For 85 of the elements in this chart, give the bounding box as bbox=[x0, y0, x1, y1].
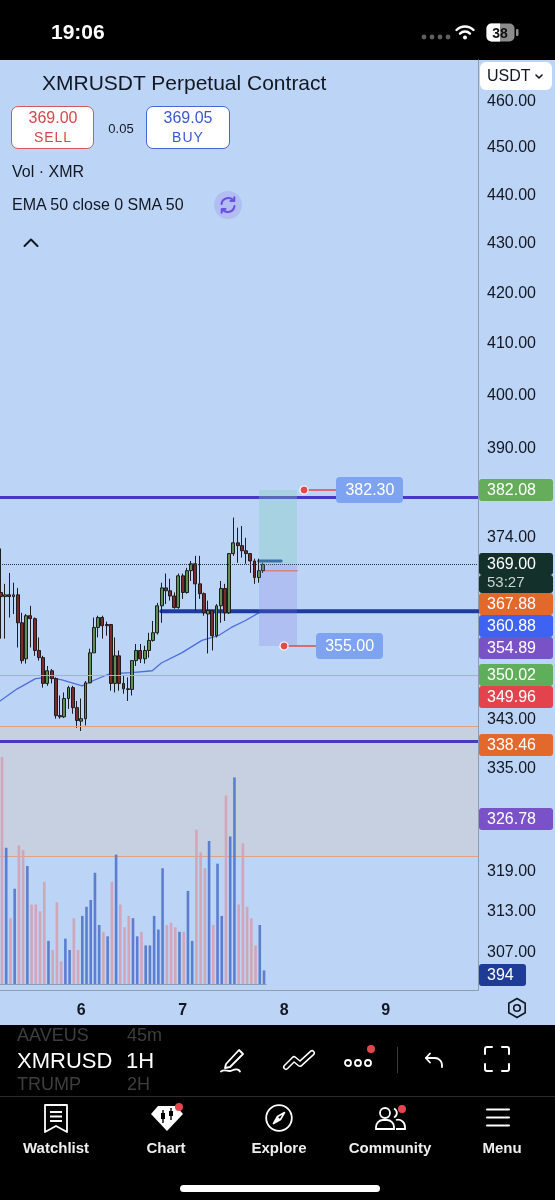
bar bbox=[118, 904, 122, 984]
annotation: 0.05 bbox=[108, 120, 134, 136]
candlestick bbox=[109, 623, 113, 692]
annotation: 355.00 bbox=[316, 632, 384, 659]
y-tick-label: 450.00 bbox=[487, 138, 537, 156]
text: Menu bbox=[482, 1138, 522, 1156]
bar bbox=[258, 924, 261, 984]
bar bbox=[135, 936, 139, 984]
bar bbox=[101, 931, 105, 984]
text: 45m bbox=[127, 1024, 163, 1046]
y-tick-label: 410.00 bbox=[487, 334, 537, 352]
bar bbox=[215, 863, 219, 984]
text: USDT bbox=[487, 67, 531, 85]
y-tick-label: 430.00 bbox=[487, 234, 537, 252]
annotation: BUY bbox=[172, 129, 204, 145]
y-tick-label: 343.00 bbox=[487, 709, 537, 727]
bar bbox=[89, 900, 92, 984]
text: 1H bbox=[126, 1047, 155, 1073]
text: 382.08 bbox=[479, 479, 553, 501]
bar bbox=[237, 904, 240, 984]
y-tick-label: 420.00 bbox=[487, 283, 537, 301]
annotation: SELL bbox=[33, 129, 73, 145]
text: 360.88 bbox=[479, 615, 553, 637]
text: TRUMP bbox=[17, 1073, 81, 1095]
bar bbox=[194, 829, 198, 984]
text: 367.88 bbox=[479, 593, 553, 615]
bar bbox=[29, 904, 33, 984]
bar bbox=[177, 931, 181, 984]
chart-title: Vol · XMR bbox=[12, 163, 85, 181]
y-tick-label: 374.00 bbox=[487, 527, 537, 545]
text: XMRUSDT Perpetual Contract bbox=[42, 71, 327, 95]
bar bbox=[13, 888, 16, 984]
bar bbox=[63, 938, 67, 984]
bar bbox=[25, 865, 29, 984]
bar bbox=[8, 918, 12, 984]
x-tick-label: 7 bbox=[178, 1000, 188, 1018]
y-tick-label: 307.00 bbox=[487, 942, 537, 960]
text: 338.46 bbox=[479, 734, 553, 756]
text: 354.89 bbox=[479, 637, 553, 659]
bar bbox=[182, 931, 185, 984]
x-tick-label: 9 bbox=[381, 1000, 391, 1018]
y-tick-label: 440.00 bbox=[487, 185, 537, 203]
text: Community bbox=[348, 1138, 432, 1156]
text: 38 bbox=[492, 24, 508, 41]
bar bbox=[46, 940, 50, 984]
bar bbox=[106, 936, 109, 984]
text: Chart bbox=[146, 1138, 186, 1156]
bar bbox=[4, 847, 8, 984]
candlestick bbox=[0, 547, 3, 640]
bar bbox=[139, 931, 143, 984]
bar bbox=[211, 924, 215, 984]
bar bbox=[34, 904, 37, 984]
text: 326.78 bbox=[479, 808, 553, 830]
bar bbox=[51, 949, 54, 984]
text: 394 bbox=[479, 964, 526, 986]
annotation: 369.00 bbox=[28, 109, 78, 127]
text: 369.00 bbox=[487, 555, 536, 572]
bar bbox=[232, 777, 236, 984]
bar bbox=[249, 918, 253, 984]
text: 53:27 bbox=[479, 573, 553, 593]
text: Watchlist bbox=[22, 1138, 90, 1156]
text: 349.96 bbox=[479, 686, 553, 708]
text: AAVEUS bbox=[17, 1024, 89, 1046]
y-tick-label: 313.00 bbox=[487, 902, 537, 920]
y-tick-label: 400.00 bbox=[487, 386, 537, 404]
text: 350.02 bbox=[479, 664, 553, 686]
annotation: 369.05 bbox=[163, 109, 213, 127]
text: 19:06 bbox=[51, 20, 105, 44]
annotation: EMA 50 close 0 SMA 50 bbox=[12, 196, 184, 214]
x-tick-label: 6 bbox=[76, 1000, 86, 1018]
y-tick-label: 319.00 bbox=[487, 862, 537, 880]
bar bbox=[144, 945, 147, 984]
bar bbox=[160, 868, 164, 984]
candlestick bbox=[257, 558, 261, 584]
y-tick-label: 390.00 bbox=[487, 439, 537, 457]
y-tick-label: 335.00 bbox=[487, 759, 537, 777]
bar bbox=[127, 915, 130, 984]
text: Explore bbox=[251, 1138, 307, 1156]
text: XMRUSD bbox=[17, 1047, 113, 1073]
bar bbox=[42, 881, 46, 984]
annotation: 382.30 bbox=[336, 476, 404, 503]
text: 2H bbox=[127, 1073, 151, 1095]
y-tick-label: 460.00 bbox=[487, 92, 537, 110]
x-tick-label: 8 bbox=[279, 1000, 289, 1018]
bar bbox=[173, 927, 177, 984]
